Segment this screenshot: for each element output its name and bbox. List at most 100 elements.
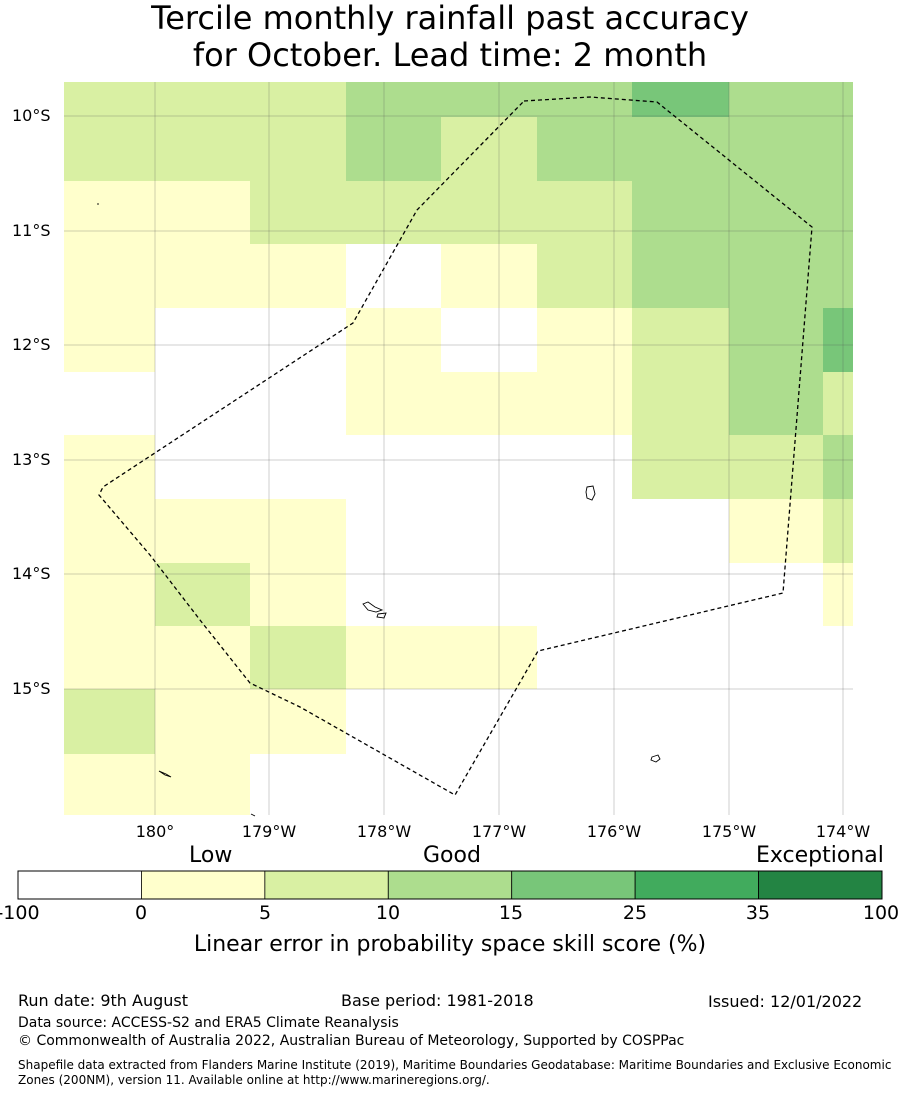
colorbar-segment <box>17 870 142 900</box>
skill-cell <box>632 117 729 181</box>
colorbar-tick-15: 15 <box>498 902 524 924</box>
skill-cell <box>441 435 537 499</box>
skill-cell <box>64 754 155 815</box>
colorbar-category-exceptional: Exceptional <box>756 843 884 868</box>
colorbar-label: Linear error in probability space skill … <box>193 932 707 957</box>
skill-cell <box>729 626 823 689</box>
skill-cell <box>729 689 823 754</box>
skill-cell <box>155 626 250 689</box>
colorbar-tick--100: -100 <box>0 902 40 924</box>
skill-cell <box>537 308 632 372</box>
lon-label-175w: 175°W <box>701 822 757 841</box>
skill-cell <box>441 244 537 308</box>
skill-cell <box>346 435 441 499</box>
skill-cell <box>632 499 729 563</box>
skill-cell <box>823 563 853 626</box>
skill-cell <box>155 372 250 435</box>
skill-cell <box>729 181 823 244</box>
skill-cell <box>441 499 537 563</box>
skill-cell <box>346 499 441 563</box>
lon-label-177w: 177°W <box>471 822 527 841</box>
skill-cell <box>823 117 853 181</box>
skill-cell <box>64 563 155 626</box>
lat-label-14s: 14°S <box>12 564 51 583</box>
colorbar-segment <box>387 870 513 900</box>
skill-cell <box>537 754 632 815</box>
skill-cell <box>64 689 155 754</box>
skill-cell <box>632 435 729 499</box>
issued-date: Issued: 12/01/2022 <box>708 992 863 1011</box>
skill-cell <box>729 308 823 372</box>
skill-cell <box>250 308 346 372</box>
skill-cell <box>537 435 632 499</box>
colorbar-tick-10: 10 <box>375 902 401 924</box>
skill-cell <box>729 435 823 499</box>
skill-cell <box>346 308 441 372</box>
skill-cell <box>823 499 853 563</box>
skill-cell <box>64 626 155 689</box>
lat-lon-gridlines <box>64 82 853 815</box>
skill-cell <box>155 435 250 499</box>
lat-label-11s: 11°S <box>12 221 51 240</box>
skill-cell <box>155 181 250 244</box>
skill-cell <box>537 689 632 754</box>
skill-cell <box>823 308 853 372</box>
skill-cell <box>823 244 853 308</box>
skill-cell <box>155 82 250 117</box>
skill-cell <box>64 499 155 563</box>
lon-label-176w: 176°W <box>586 822 642 841</box>
colorbar-tick-100: 100 <box>862 902 900 924</box>
skill-cell <box>537 117 632 181</box>
lat-label-13s: 13°S <box>12 450 51 469</box>
skill-cell <box>155 308 250 372</box>
lon-label-179w: 179°W <box>241 822 297 841</box>
lat-label-10s: 10°S <box>12 106 51 125</box>
skill-cell <box>250 626 346 689</box>
lat-label-15s: 15°S <box>12 679 51 698</box>
skill-cell <box>537 499 632 563</box>
map-title-line-2: for October. Lead time: 2 month <box>192 36 708 74</box>
skill-cell <box>823 181 853 244</box>
skill-cell <box>823 626 853 689</box>
skill-cell <box>537 372 632 435</box>
skill-cell <box>441 372 537 435</box>
skill-cell <box>823 754 853 815</box>
skill-cell <box>346 754 441 815</box>
colorbar-tick-5: 5 <box>258 902 272 924</box>
skill-cell <box>632 181 729 244</box>
skill-cell <box>632 244 729 308</box>
copyright-notice: © Commonwealth of Australia 2022, Austra… <box>18 1033 685 1049</box>
skill-cell <box>250 181 346 244</box>
skill-cell <box>632 82 729 117</box>
skill-cell <box>441 181 537 244</box>
skill-cell <box>632 754 729 815</box>
island-shapes <box>97 203 661 817</box>
colorbar-segment <box>264 870 389 900</box>
colorbar-segment <box>634 870 759 900</box>
skill-cell <box>632 372 729 435</box>
colorbar-segment <box>511 870 636 900</box>
skill-cell <box>155 244 250 308</box>
colorbar-tick-35: 35 <box>745 902 771 924</box>
lon-label-178w: 178°W <box>356 822 412 841</box>
skill-cell <box>729 244 823 308</box>
skill-cell <box>729 117 823 181</box>
skill-cell <box>250 689 346 754</box>
colorbar-category-good: Good <box>423 843 481 868</box>
lon-label-180: 180° <box>135 822 175 841</box>
run-date: Run date: 9th August <box>18 991 188 1010</box>
skill-cell <box>537 244 632 308</box>
skill-cell <box>441 754 537 815</box>
skill-cell <box>346 181 441 244</box>
colorbar-segment <box>758 870 883 900</box>
skill-cell <box>729 499 823 563</box>
skill-cell <box>250 563 346 626</box>
skill-cell <box>155 117 250 181</box>
skill-cell <box>250 754 346 815</box>
skill-cell <box>729 82 823 117</box>
base-period: Base period: 1981-2018 <box>341 991 534 1010</box>
skill-cell <box>155 689 250 754</box>
skill-cell <box>441 117 537 181</box>
skill-cell <box>250 435 346 499</box>
